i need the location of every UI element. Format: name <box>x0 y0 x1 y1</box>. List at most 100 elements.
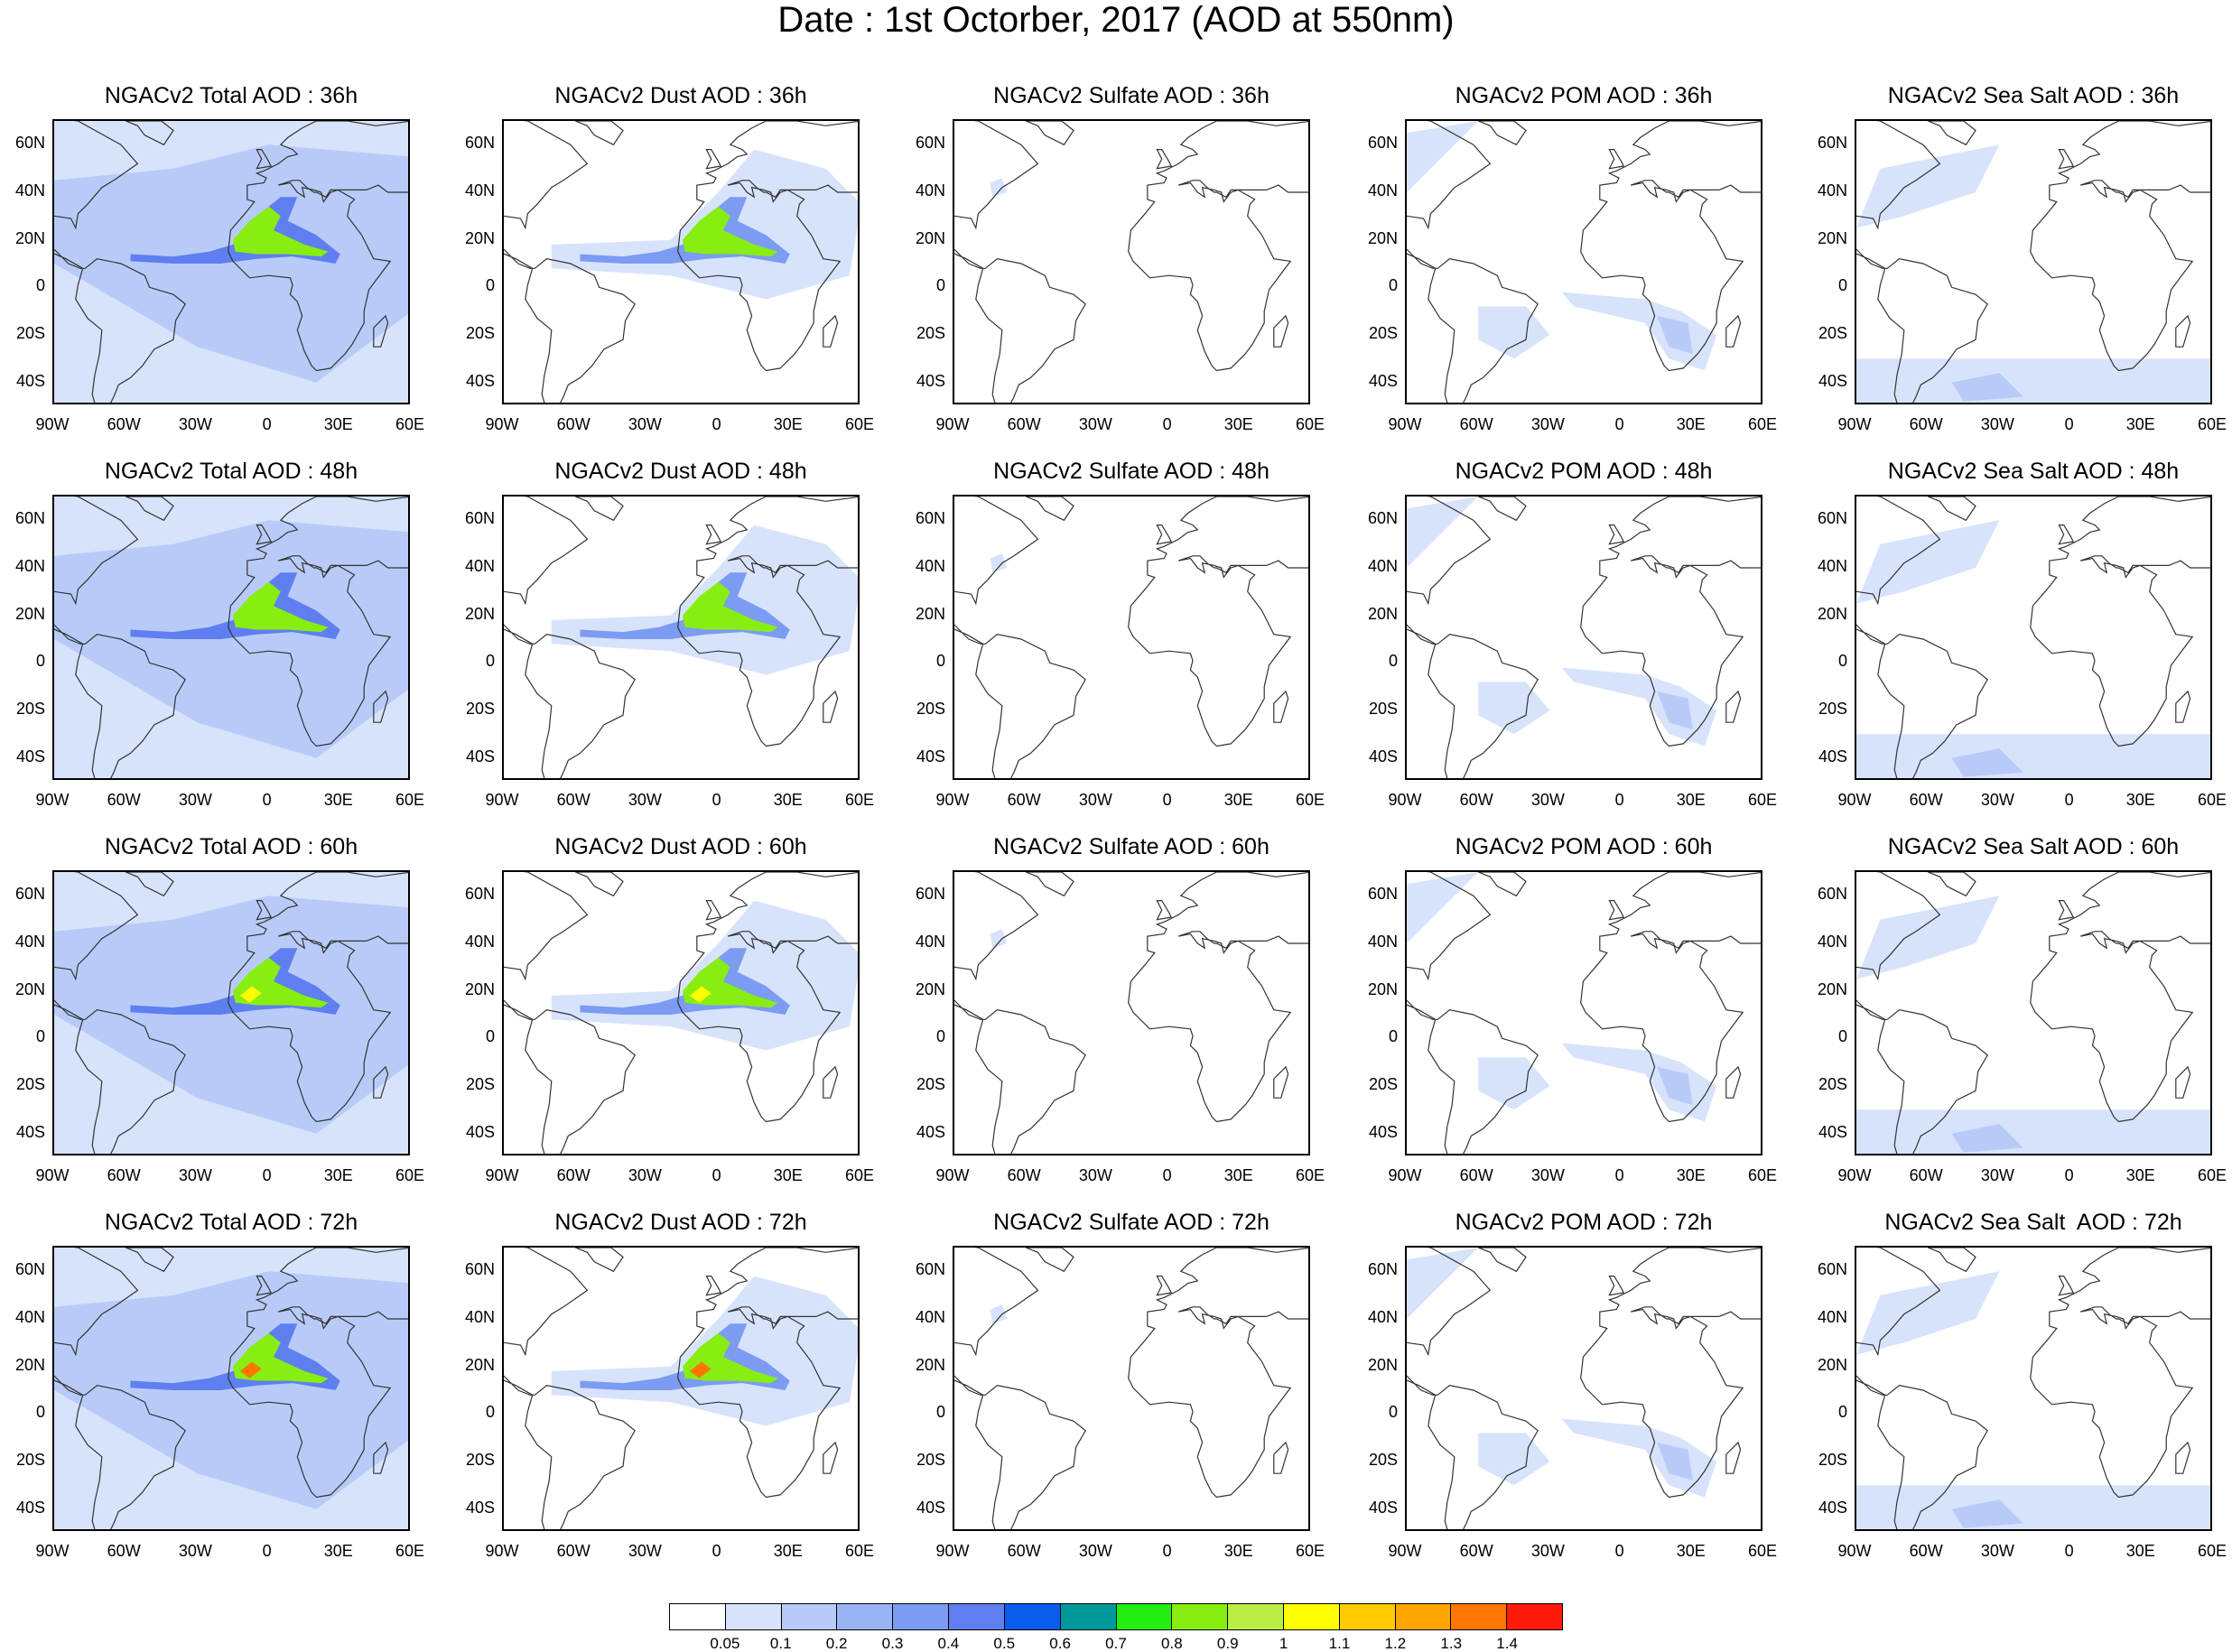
lon-tick-label: 30E <box>773 791 803 809</box>
panel-title: NGACv2 Sea Salt AOD : 48h <box>1887 459 2180 484</box>
lon-tick-label: 0 <box>262 1542 272 1560</box>
aod-contour <box>54 1271 408 1509</box>
lon-tick-label: 60E <box>2197 415 2227 433</box>
coastline <box>574 497 624 522</box>
lat-tick-label: 0 <box>485 1403 495 1422</box>
lon-tick-label: 60E <box>2197 791 2227 809</box>
panel-title: NGACv2 Sulfate AOD : 48h <box>993 459 1269 484</box>
coastline <box>256 1276 273 1296</box>
coastline <box>2058 1276 2075 1296</box>
coastline <box>574 1248 624 1273</box>
lon-tick-label: 60W <box>556 791 591 809</box>
colorbar-tick-label: 0.6 <box>1049 1635 1071 1652</box>
colorbar-tick-label: 0.2 <box>825 1635 848 1652</box>
lon-tick-label: 60E <box>2197 1166 2227 1184</box>
lat-tick-label: 0 <box>1388 652 1398 671</box>
lat-tick-label: 20S <box>1818 1075 1847 1093</box>
lon-tick-label: 0 <box>2064 1166 2074 1184</box>
colorbar-tick-label: 1 <box>1279 1635 1288 1652</box>
lon-tick-label: 60W <box>556 415 591 433</box>
coastline <box>1725 314 1742 348</box>
panel-title: NGACv2 Total AOD : 60h <box>104 834 358 859</box>
lat-tick-label: 40N <box>14 557 45 575</box>
coastline <box>1273 1441 1289 1474</box>
coastline <box>954 121 1086 403</box>
lat-tick-label: 20N <box>1367 228 1398 247</box>
lon-tick-label: 0 <box>262 1166 272 1184</box>
lon-tick-label: 90W <box>935 1542 970 1560</box>
coastline <box>1580 1248 1761 1499</box>
coastline <box>2175 1065 2191 1099</box>
lon-tick-label: 60W <box>1909 791 1943 809</box>
lon-tick-label: 90W <box>35 791 70 809</box>
colorbar-tick-label: 0.7 <box>1105 1635 1127 1652</box>
lat-tick-label: 20N <box>14 604 45 623</box>
coastline <box>705 149 722 170</box>
coastline <box>1128 121 1308 372</box>
coastline <box>823 1065 839 1099</box>
lat-tick-label: 20S <box>916 324 945 342</box>
coastline <box>574 121 624 146</box>
lon-tick-label: 30E <box>1676 1542 1706 1560</box>
lat-tick-label: 60N <box>915 885 945 904</box>
lat-tick-label: 20S <box>465 1451 495 1469</box>
map-panel-dust-aod <box>502 119 860 404</box>
lat-tick-label: 20S <box>15 324 45 342</box>
aod-contour <box>54 144 408 383</box>
lon-tick-label: 60W <box>1459 415 1493 433</box>
lat-tick-label: 40S <box>15 747 45 766</box>
aod-contour <box>1951 748 2023 777</box>
lon-tick-label: 30E <box>773 1542 803 1560</box>
coastline <box>1025 872 1074 897</box>
lat-tick-label: 20N <box>464 604 495 623</box>
lon-tick-label: 30W <box>628 1166 662 1184</box>
lat-tick-label: 40N <box>464 181 495 200</box>
lat-tick-label: 60N <box>14 1260 45 1279</box>
aod-contour <box>990 929 1008 949</box>
lon-tick-label: 90W <box>1388 415 1422 433</box>
lon-tick-label: 0 <box>1162 791 1172 809</box>
lon-tick-label: 30W <box>178 415 212 433</box>
lon-tick-label: 90W <box>35 1166 70 1184</box>
lon-tick-label: 60E <box>844 791 875 809</box>
lon-tick-label: 60W <box>1007 1542 1041 1560</box>
lon-tick-label: 30E <box>1676 415 1706 433</box>
coastline <box>1128 497 1308 747</box>
lat-tick-label: 40S <box>465 747 495 766</box>
colorbar-tick-label: 0.5 <box>993 1635 1016 1652</box>
lon-tick-label: 60E <box>2197 1542 2227 1560</box>
coastline <box>373 1065 389 1099</box>
lon-tick-label: 60E <box>844 415 875 433</box>
lon-tick-label: 0 <box>711 1542 721 1560</box>
lat-tick-label: 0 <box>1388 276 1398 295</box>
map-panel-sulfate-aod <box>953 870 1310 1155</box>
map-panel-total-aod <box>52 1246 410 1531</box>
lon-tick-label: 60W <box>1909 415 1943 433</box>
lat-tick-label: 60N <box>464 134 495 153</box>
lat-tick-label: 60N <box>1817 1260 1847 1279</box>
lat-tick-label: 20N <box>1367 604 1398 623</box>
lat-tick-label: 40S <box>1818 1122 1847 1141</box>
coastline <box>373 314 389 348</box>
lat-tick-label: 0 <box>1837 1027 1847 1046</box>
lon-tick-label: 0 <box>1614 1542 1624 1560</box>
lat-tick-label: 20S <box>15 1075 45 1093</box>
colorbar-swatch <box>1116 1604 1173 1629</box>
coastline <box>1608 1276 1625 1296</box>
coastline <box>504 497 636 778</box>
coastline <box>228 497 408 747</box>
coastline <box>1477 872 1527 897</box>
panel-title: NGACv2 Sea Salt AOD : 60h <box>1887 834 2180 859</box>
coastline <box>2058 524 2075 545</box>
lat-tick-label: 40N <box>1817 1308 1847 1326</box>
map-panel-sea-salt-aod <box>1855 495 2212 780</box>
coastline <box>677 1248 858 1499</box>
lat-tick-label: 20N <box>464 979 495 998</box>
lat-tick-label: 20S <box>1818 1451 1847 1469</box>
coastline <box>256 524 273 545</box>
lat-tick-label: 40S <box>1818 1498 1847 1517</box>
coastline <box>1025 497 1074 522</box>
lon-tick-label: 30E <box>323 1166 353 1184</box>
aod-contour <box>1657 1066 1693 1106</box>
coastline <box>677 497 858 747</box>
